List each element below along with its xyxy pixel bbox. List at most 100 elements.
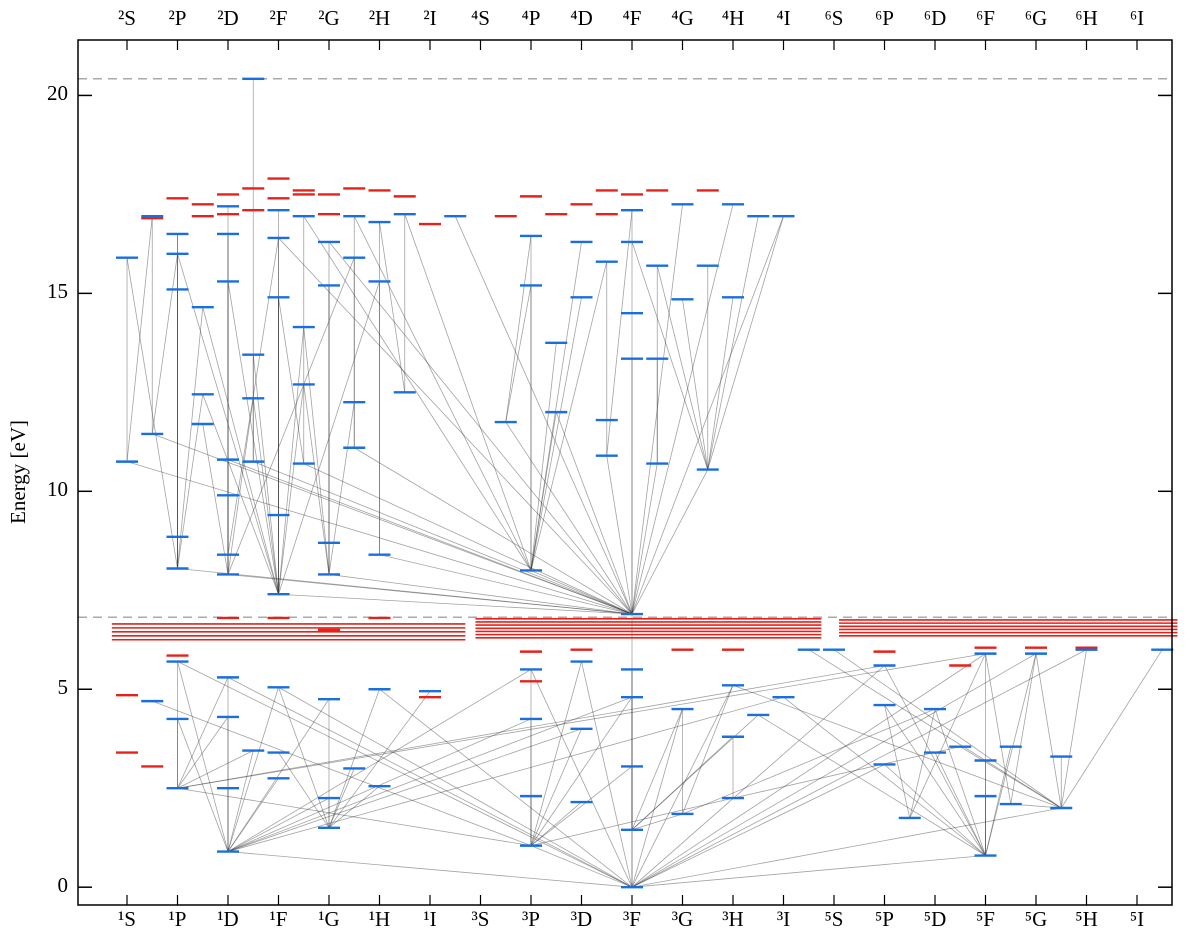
transition-line [177, 716, 229, 789]
transition-line [202, 394, 279, 595]
transition-line [354, 447, 633, 615]
transition-line [505, 421, 633, 615]
transition-line [631, 241, 709, 470]
transition-line [227, 696, 784, 852]
transition-line [227, 696, 633, 852]
transition-line [1010, 653, 1037, 805]
transition-line [631, 653, 1037, 888]
transition-line [227, 851, 633, 888]
top-term-label: ⁴P [521, 6, 540, 30]
transition-line [505, 235, 532, 423]
transition-line [227, 728, 582, 852]
transition-line [227, 237, 279, 555]
transition-line [631, 855, 986, 888]
top-term-label: ⁶G [1025, 6, 1048, 30]
transition-line [707, 216, 784, 470]
transition-line [631, 463, 658, 615]
transition-line [909, 708, 936, 818]
transition-line [631, 204, 734, 615]
transition-line [631, 685, 734, 888]
transition-line [278, 752, 330, 829]
transition-line [278, 326, 305, 595]
transition-line [707, 216, 759, 470]
transition-line [353, 215, 532, 571]
transition-line [278, 686, 633, 888]
top-term-label: ⁴G [671, 6, 694, 30]
bottom-term-label: ¹F [270, 907, 288, 931]
bottom-term-label: ⁵S [824, 907, 843, 931]
transition-line [530, 696, 633, 846]
bottom-term-label: ¹I [423, 907, 436, 931]
transition-line [227, 398, 254, 575]
transition-line [530, 797, 734, 847]
transition-line [177, 653, 986, 789]
top-term-label: ²D [217, 6, 238, 30]
transition-line [934, 752, 986, 856]
transition-line [253, 461, 633, 615]
transition-line [227, 687, 279, 852]
transition-line [656, 265, 709, 470]
transition-line [177, 718, 229, 852]
transition-line [227, 750, 254, 852]
transition-line [1035, 653, 1062, 809]
top-term-label: ²G [318, 6, 339, 30]
transition-line [555, 411, 633, 615]
transition-line [126, 216, 153, 462]
plot-frame [77, 39, 1173, 906]
bottom-term-label: ¹P [169, 907, 187, 931]
transition-line [682, 708, 936, 815]
transitions [126, 78, 1163, 888]
transition-line [530, 297, 582, 571]
top-term-label: ⁶S [824, 6, 843, 30]
bottom-term-label: ⁵H [1075, 907, 1098, 931]
bottom-term-label: ⁵G [1025, 907, 1048, 931]
transition-line [985, 653, 1037, 856]
transition-line [454, 216, 633, 615]
transition-line [530, 412, 557, 571]
transition-line [758, 714, 986, 856]
transition-line [631, 813, 683, 831]
transition-line [631, 216, 784, 615]
transition-line [631, 469, 709, 615]
transition-line [278, 687, 330, 828]
transition-line [278, 281, 380, 595]
transition-line [278, 237, 633, 615]
bottom-term-label: ⁵I [1130, 907, 1144, 931]
transition-line [530, 261, 608, 571]
y-tick-label: 15 [47, 279, 68, 303]
transition-line [732, 746, 961, 799]
transition-line [278, 384, 305, 595]
transition-line [530, 845, 633, 888]
transition-line [126, 257, 178, 569]
transition-line [909, 653, 986, 819]
transition-line [985, 746, 1012, 856]
transition-line [227, 574, 633, 615]
bottom-term-label: ¹G [318, 907, 339, 931]
transition-line [682, 685, 734, 815]
bottom-term-label: ⁵P [875, 907, 894, 931]
transition-line [808, 649, 1062, 809]
top-term-label: ⁶D [924, 6, 947, 30]
transition-line [303, 463, 633, 615]
transition-line [631, 714, 759, 831]
transition-line [227, 797, 330, 852]
transition-line [631, 204, 683, 615]
transition-line [177, 750, 254, 789]
top-term-label: ⁴S [471, 6, 490, 30]
transition-line [707, 297, 734, 470]
y-tick-label: 20 [47, 81, 68, 105]
transition-line [934, 708, 986, 856]
transition-line [227, 698, 330, 852]
transition-line [227, 677, 633, 888]
top-term-label: ²F [270, 6, 288, 30]
top-term-label: ²H [369, 6, 390, 30]
transition-line [682, 299, 709, 470]
bottom-term-label: ³P [522, 907, 540, 931]
bottom-term-label: ¹S [118, 907, 136, 931]
top-term-label: ⁴H [722, 6, 745, 30]
transition-line [126, 461, 633, 615]
bottom-term-label: ³S [472, 907, 490, 931]
bottom-term-label: ⁵F [976, 907, 995, 931]
bottom-term-label: ¹D [217, 907, 238, 931]
